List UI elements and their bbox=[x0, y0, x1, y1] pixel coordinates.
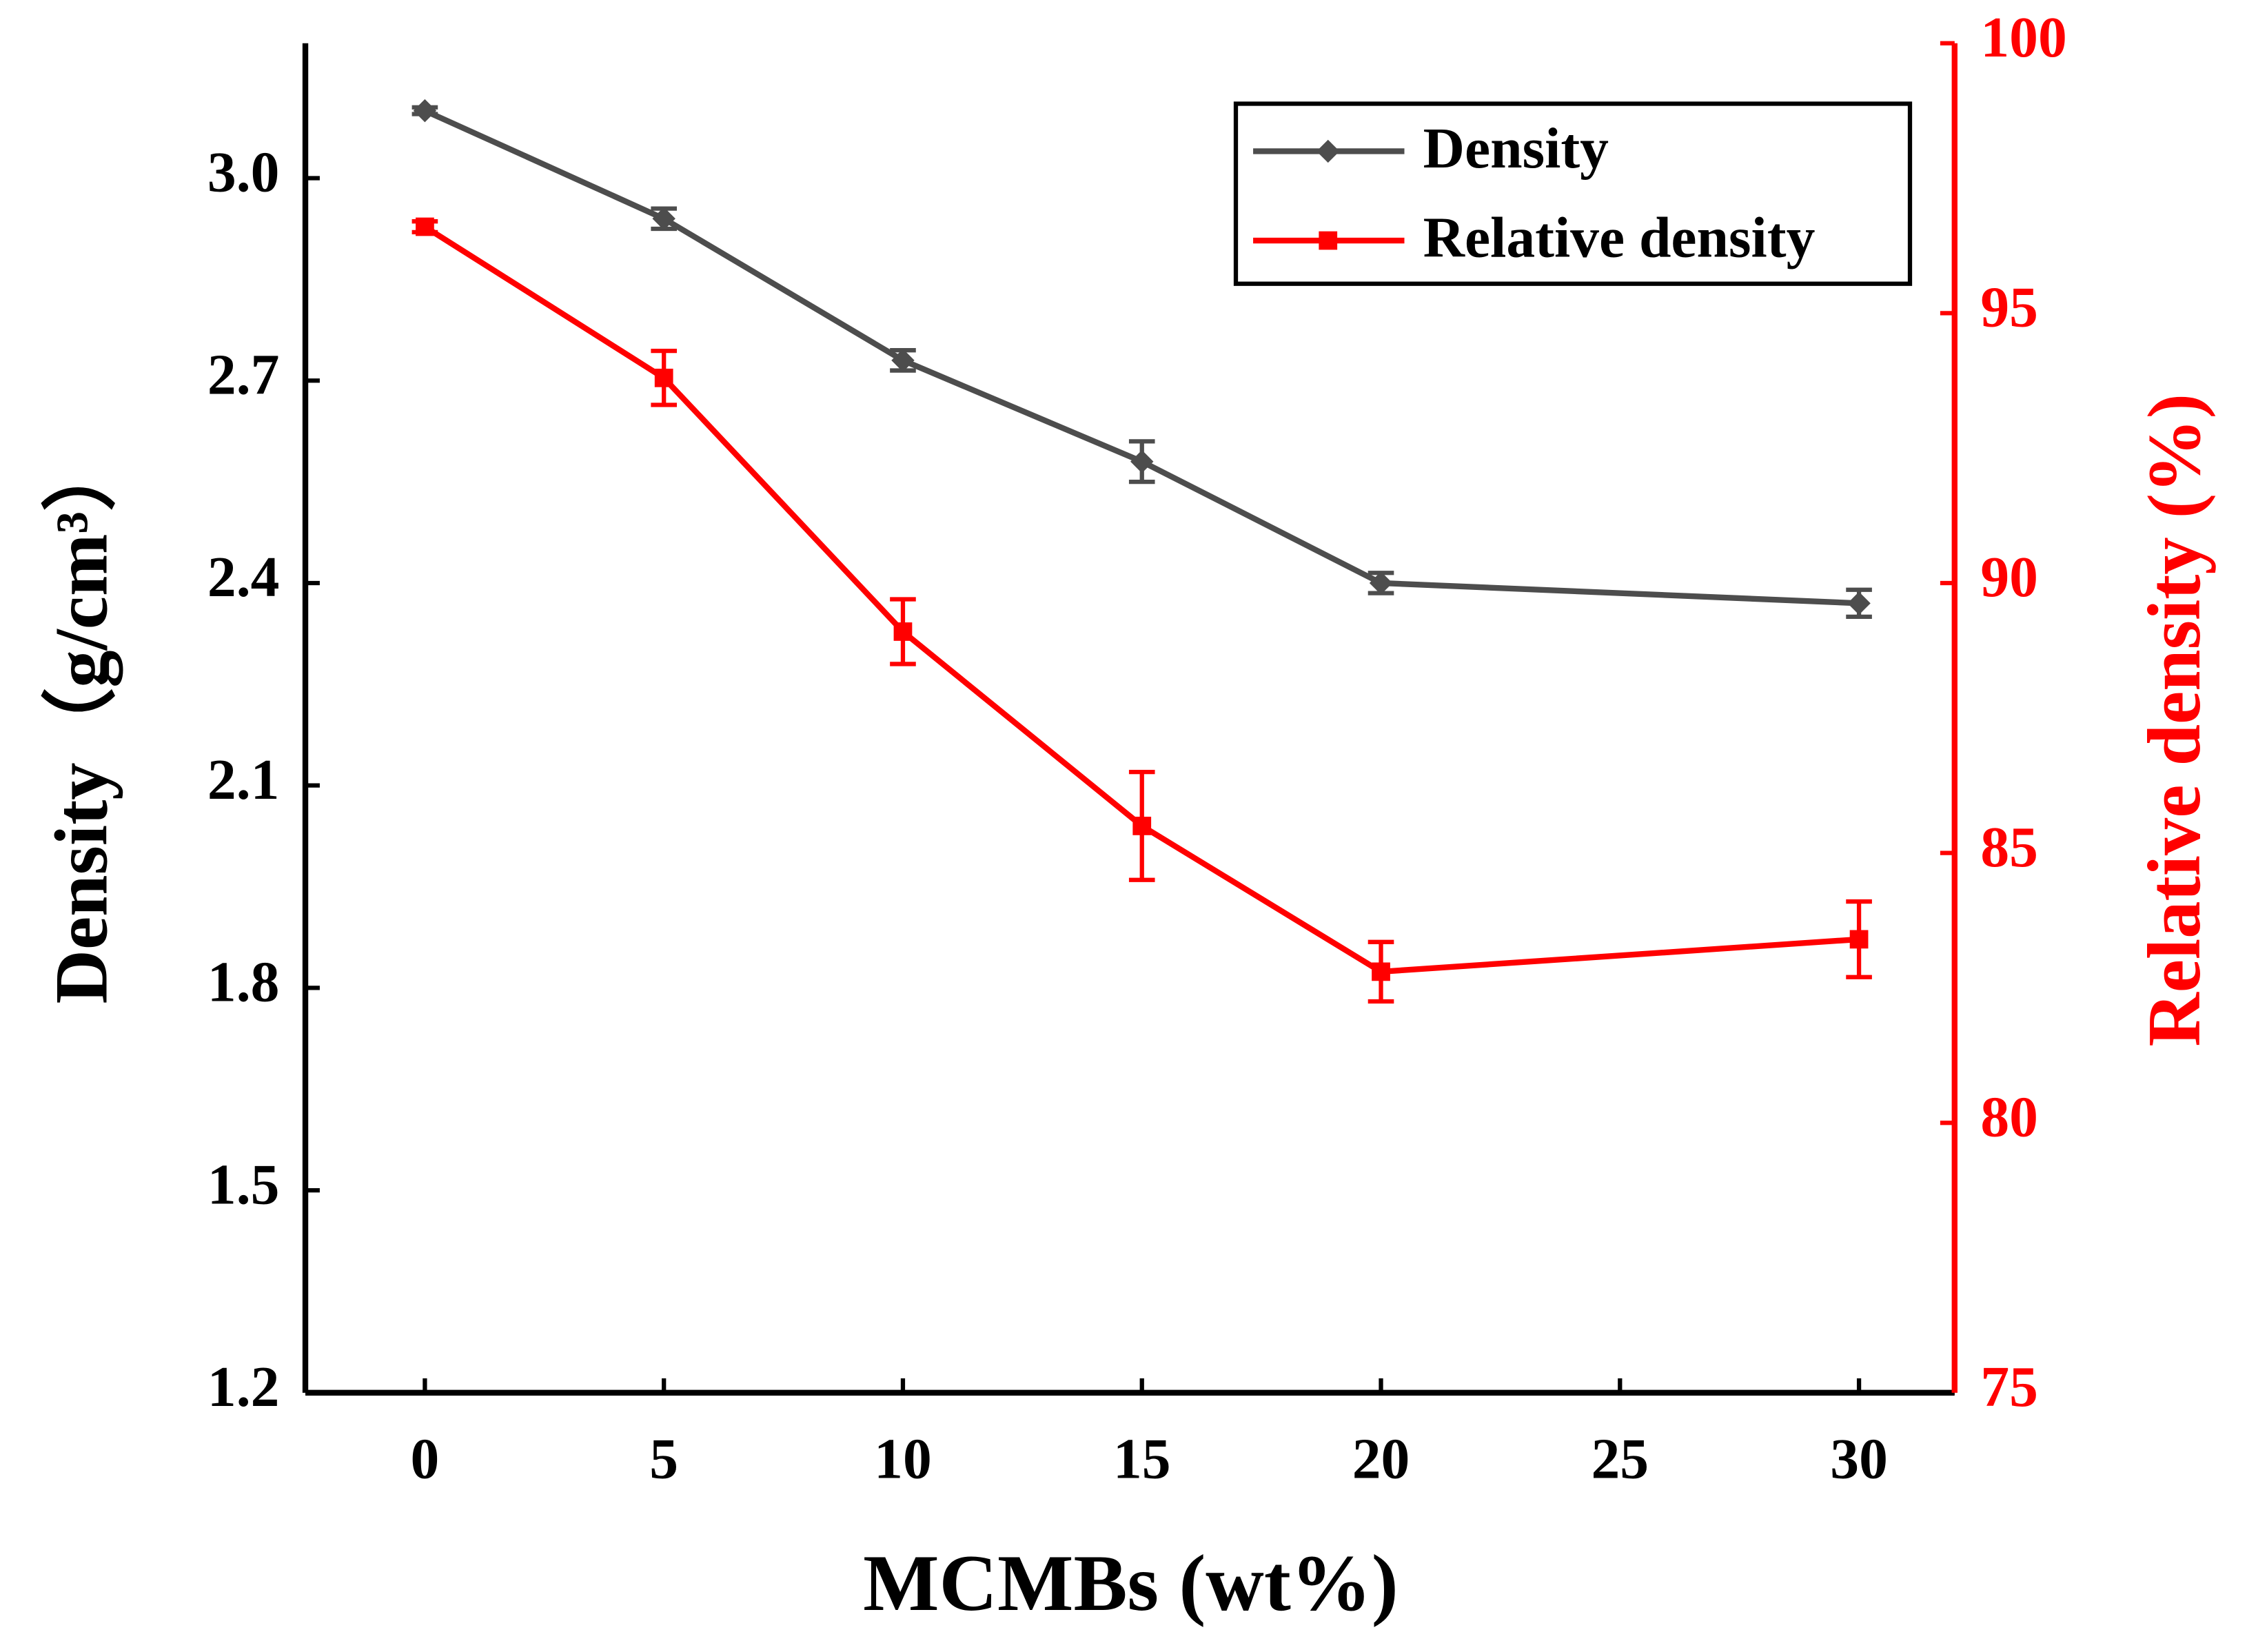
x-tick-label: 25 bbox=[1592, 1427, 1649, 1491]
y-axis-label: Density（g/cm³） bbox=[40, 436, 123, 1003]
y2-tick-label: 75 bbox=[1980, 1356, 2038, 1419]
y2-axis-label: Relative density (%) bbox=[2133, 394, 2216, 1047]
data-point bbox=[1369, 571, 1393, 595]
y-tick-label: 1.5 bbox=[207, 1153, 279, 1216]
series-line bbox=[423, 224, 1860, 975]
data-point bbox=[652, 207, 675, 230]
y2-tick-label: 80 bbox=[1980, 1085, 2038, 1149]
data-point bbox=[1132, 817, 1152, 835]
y-tick-label: 2.7 bbox=[207, 343, 279, 407]
series-line bbox=[423, 108, 1860, 606]
y2-tick-label: 90 bbox=[1980, 546, 2038, 609]
legend-marker bbox=[1316, 139, 1340, 163]
legend-box bbox=[1233, 101, 1913, 286]
legend-label: Density bbox=[1423, 117, 1609, 181]
data-point bbox=[1130, 450, 1154, 473]
legend-label: Relative density bbox=[1423, 206, 1816, 269]
y-tick-label: 1.2 bbox=[207, 1356, 279, 1419]
y2-tick-label: 100 bbox=[1980, 6, 2066, 70]
data-point bbox=[1372, 962, 1390, 981]
x-tick-label: 15 bbox=[1113, 1427, 1171, 1491]
x-axis-label: MCMBs (wt%) bbox=[863, 1539, 1399, 1628]
data-point bbox=[893, 622, 913, 641]
x-tick-label: 10 bbox=[874, 1427, 932, 1491]
data-point bbox=[413, 99, 437, 123]
y-tick-label: 1.8 bbox=[207, 951, 279, 1014]
x-tick-label: 5 bbox=[649, 1427, 678, 1491]
data-point bbox=[1847, 591, 1871, 615]
y2-tick-label: 85 bbox=[1980, 816, 2038, 879]
y-tick-label: 2.1 bbox=[207, 748, 279, 812]
x-tick-label: 20 bbox=[1352, 1427, 1410, 1491]
x-tick-label: 30 bbox=[1830, 1427, 1888, 1491]
data-point bbox=[654, 368, 673, 387]
y-tick-label: 3.0 bbox=[207, 141, 279, 205]
y2-tick-label: 95 bbox=[1980, 276, 2038, 340]
y-tick-label: 2.4 bbox=[207, 546, 279, 609]
legend-marker bbox=[1319, 231, 1338, 250]
data-point bbox=[1849, 930, 1869, 949]
data-point bbox=[891, 349, 915, 372]
x-tick-label: 0 bbox=[411, 1427, 440, 1491]
data-point bbox=[416, 217, 434, 236]
